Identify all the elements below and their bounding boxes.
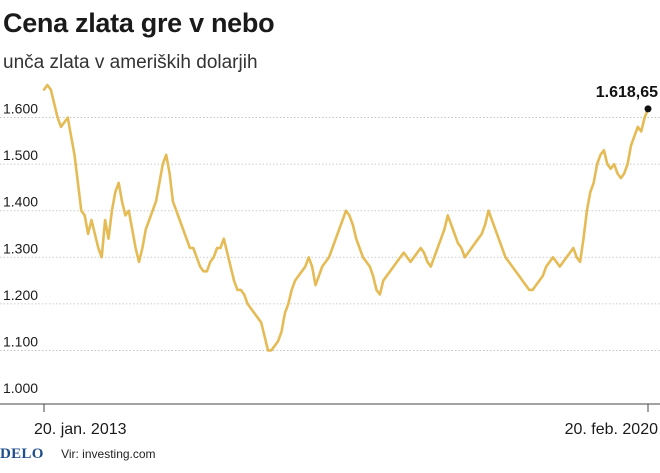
y-tick-label: 1.500 [3, 147, 38, 163]
x-axis: 20. jan. 2013 20. feb. 2020 [34, 404, 658, 438]
delo-logo: DELO [0, 446, 44, 462]
x-tick-label: 20. jan. 2013 [34, 421, 127, 438]
series-line [42, 83, 650, 352]
gridlines [0, 117, 660, 351]
x-tick-label: 20. feb. 2020 [565, 421, 659, 438]
y-tick-label: 1.000 [3, 380, 38, 396]
footer: DELO Vir: investing.com [0, 446, 156, 463]
y-tick-label: 1.200 [3, 287, 38, 303]
source-note: Vir: investing.com [61, 447, 156, 461]
y-tick-label: 1.600 [3, 101, 38, 117]
y-axis: 1.000 1.100 1.200 1.300 1.400 1.500 1.600 [3, 101, 38, 396]
chart-title: Cena zlata gre v nebo [3, 8, 275, 38]
last-value-point [644, 105, 652, 113]
y-tick-label: 1.300 [3, 240, 38, 256]
chart-subtitle: unča zlata v ameriških dolarjih [3, 52, 258, 73]
y-tick-label: 1.400 [3, 194, 38, 210]
last-value-label: 1.618,65 [596, 84, 658, 101]
y-tick-label: 1.100 [3, 333, 38, 349]
